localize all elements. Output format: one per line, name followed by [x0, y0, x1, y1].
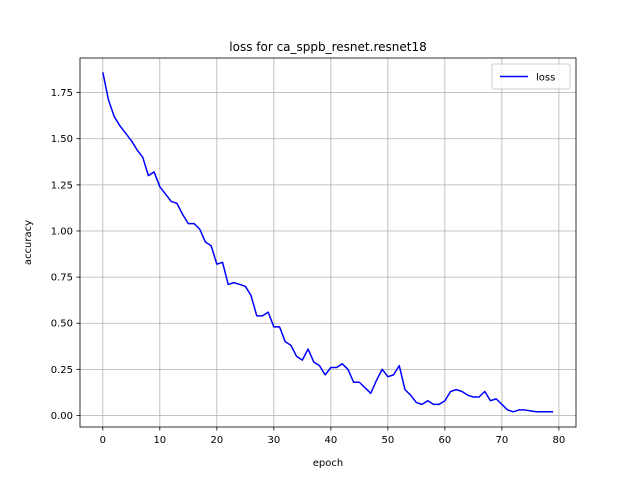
- legend-label: loss: [536, 73, 555, 84]
- chart-title: loss for ca_sppb_resnet.resnet18: [229, 40, 426, 54]
- legend: loss: [491, 63, 571, 90]
- x-tick-label: 80: [553, 435, 566, 446]
- y-axis-ticks: 0.00 0.25 0.50 0.75 1.00 1.25 1.50 1.75: [51, 88, 80, 422]
- x-tick-label: 20: [210, 435, 223, 446]
- grid: [80, 58, 576, 427]
- plot-frame: [79, 57, 577, 428]
- x-axis-ticks: 0 10 20 30 40 50 60 70 80: [100, 427, 566, 446]
- y-tick-label: 1.25: [51, 180, 73, 191]
- x-tick-label: 70: [496, 435, 509, 446]
- x-tick-label: 0: [100, 435, 106, 446]
- y-tick-label: 0.50: [51, 319, 73, 330]
- x-tick-label: 10: [153, 435, 166, 446]
- y-tick-label: 0.00: [51, 411, 73, 422]
- y-tick-label: 0.25: [51, 365, 73, 376]
- legend-box: [491, 63, 571, 90]
- y-tick-label: 0.75: [51, 273, 73, 284]
- y-tick-label: 1.75: [51, 88, 73, 99]
- series-line-loss: [102, 72, 554, 413]
- series-layer: [102, 72, 554, 413]
- x-tick-label: 30: [267, 435, 280, 446]
- x-axis-label: epoch: [313, 458, 343, 469]
- x-tick-label: 50: [381, 435, 394, 446]
- y-tick-label: 1.50: [51, 134, 73, 145]
- x-tick-label: 40: [324, 435, 337, 446]
- x-tick-label: 60: [439, 435, 452, 446]
- y-tick-label: 1.00: [51, 226, 73, 237]
- y-axis-label: accuracy: [23, 220, 34, 265]
